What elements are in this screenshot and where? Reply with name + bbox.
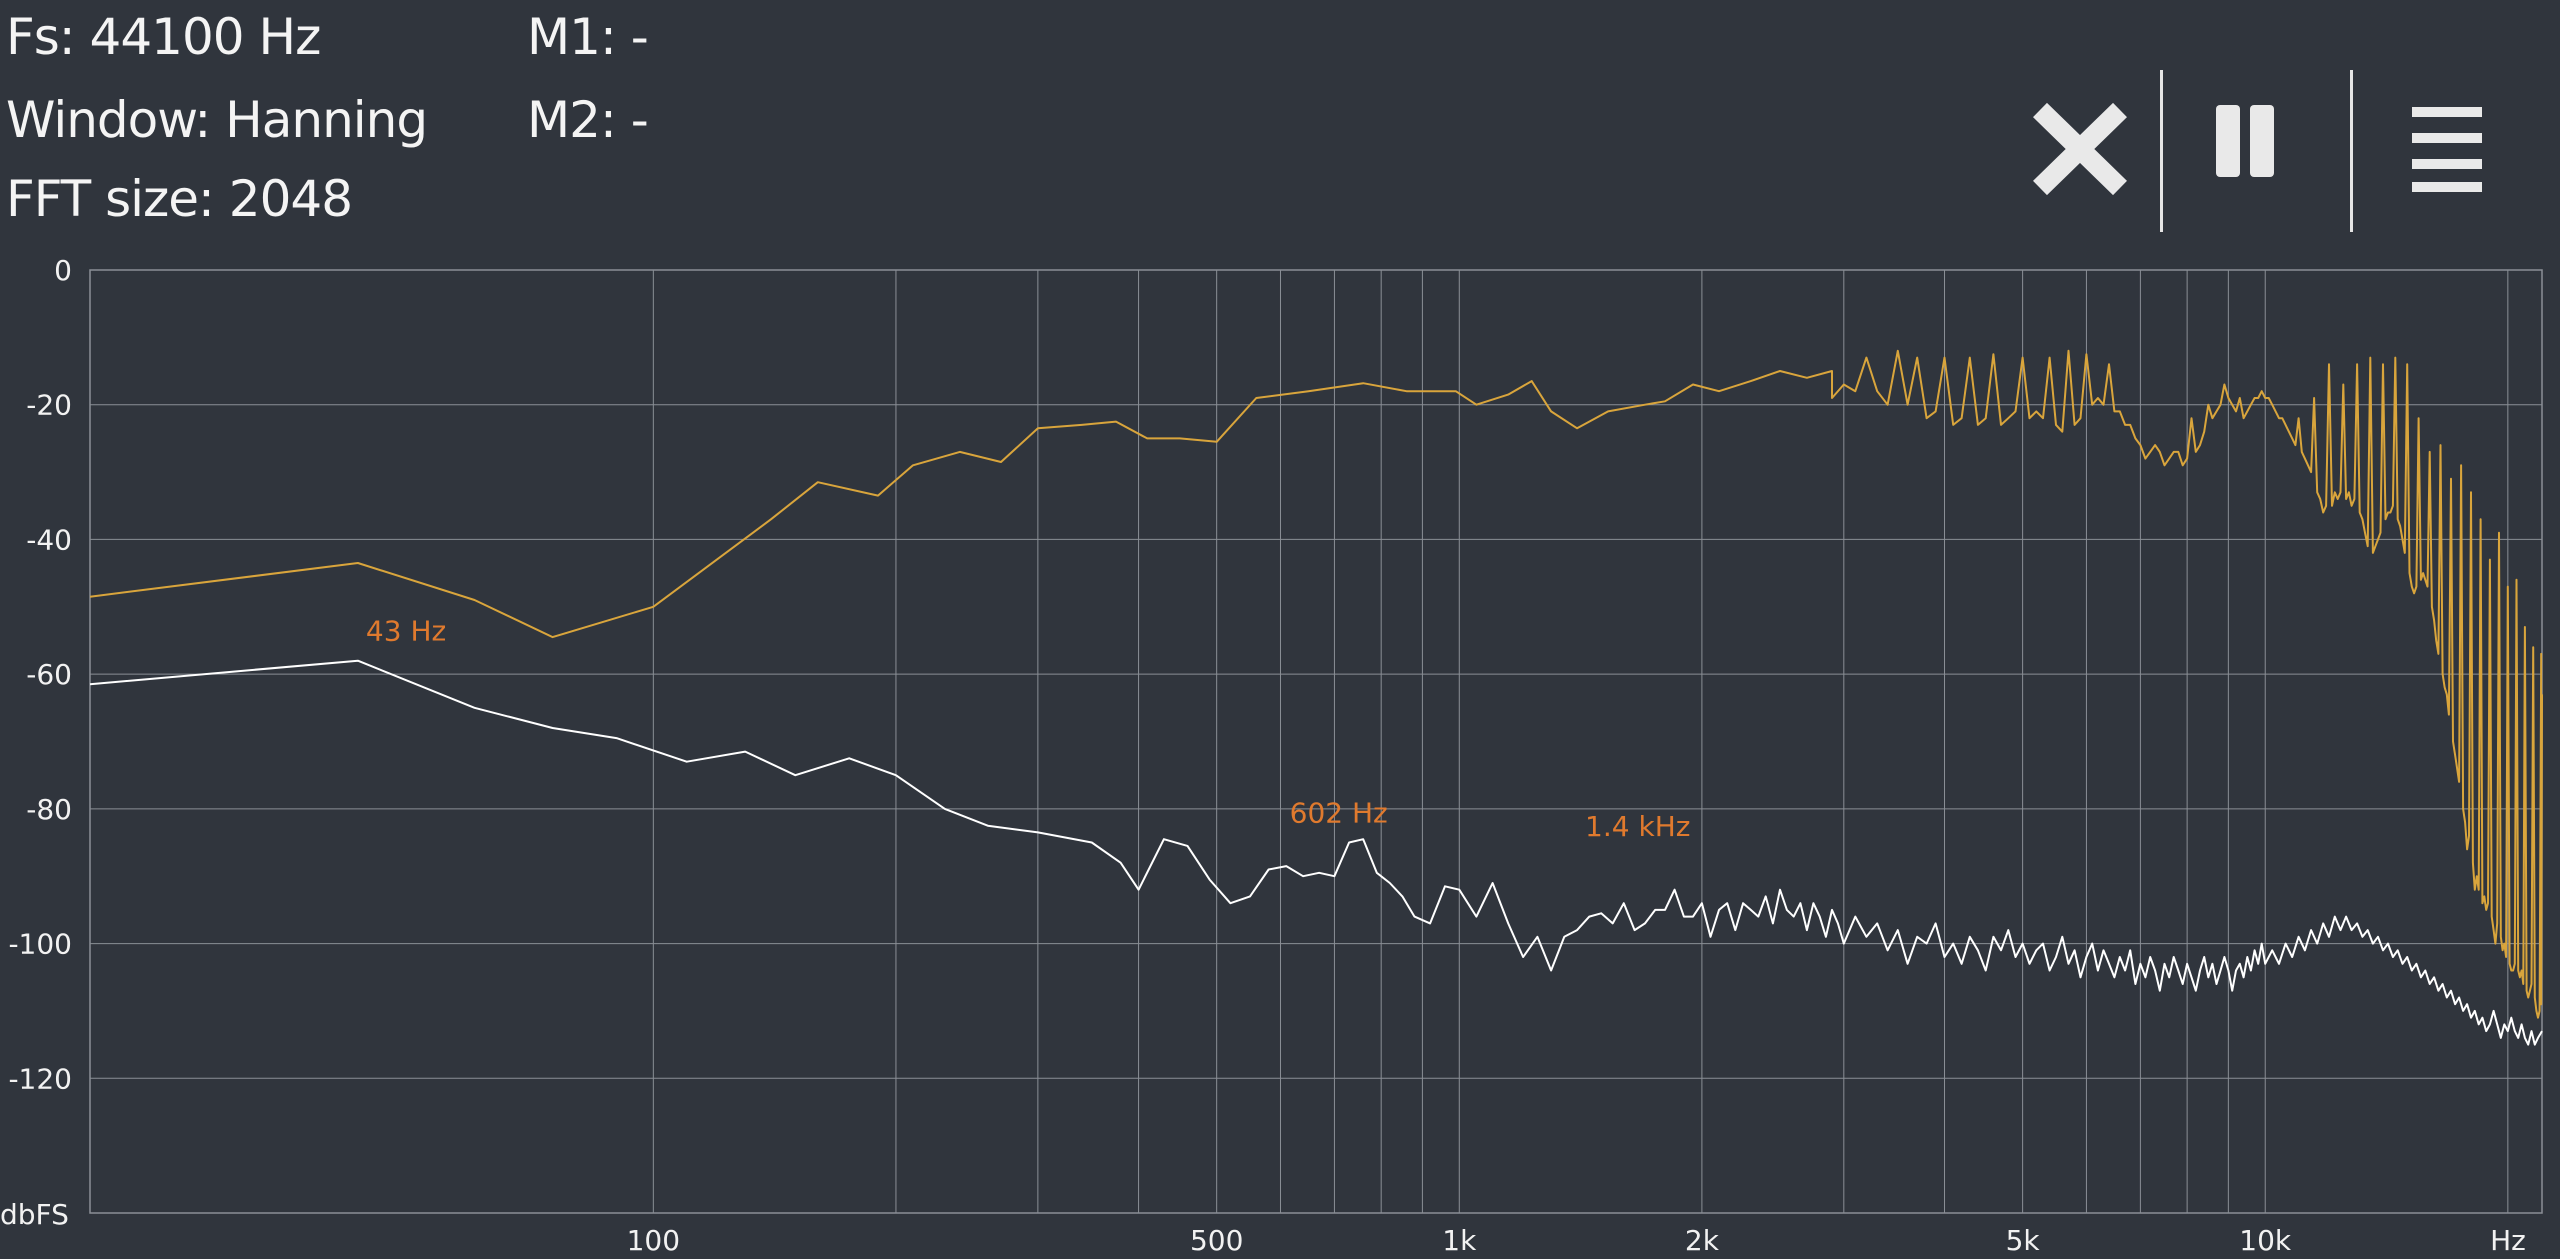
toolbar-divider <box>2160 70 2163 232</box>
pause-button[interactable] <box>2180 60 2340 225</box>
peak-marker-label: 1.4 kHz <box>1585 810 1690 843</box>
series-layer <box>89 349 2543 1046</box>
x-tick-label: Hz <box>2490 1224 2526 1257</box>
x-tick-label: 500 <box>1190 1224 1243 1257</box>
plot-frame <box>89 269 2543 1214</box>
marker-m1-label: M1: - <box>527 8 649 66</box>
window-label: Window: Hanning <box>6 91 428 149</box>
close-icon <box>2033 102 2127 196</box>
x-tick-label: 10k <box>2239 1224 2292 1257</box>
y-tick-label: -80 <box>26 793 72 826</box>
toolbar <box>0 0 2560 250</box>
x-tick-label: 2k <box>1685 1224 1720 1257</box>
x-tick-label: 100 <box>627 1224 680 1257</box>
y-tick-label: 0 <box>54 254 72 287</box>
marker-m2-label: M2: - <box>527 91 649 149</box>
y-tick-label: -20 <box>26 389 72 422</box>
x-tick-label: 5k <box>2006 1224 2041 1257</box>
y-tick-label: dbFS <box>0 1198 69 1231</box>
spectrum-line <box>89 349 2543 1019</box>
grid <box>89 269 2543 1214</box>
fft-size-label: FFT size: 2048 <box>6 170 353 228</box>
toolbar-divider <box>2350 70 2353 232</box>
y-tick-label: -40 <box>26 523 72 556</box>
y-tick-label: -120 <box>8 1062 72 1095</box>
peak-marker-label: 602 Hz <box>1290 797 1388 830</box>
y-tick-label: -100 <box>8 928 72 961</box>
pause-icon <box>2216 105 2274 177</box>
spectrum-line <box>89 659 2543 1046</box>
status-header: Fs: 44100 Hz Window: Hanning FFT size: 2… <box>0 0 2560 250</box>
labels: 0 -20 -40 -60 -80 -100 -120 dbFS 100 500 1k 2k 5k 10k… <box>0 254 2526 1257</box>
peak-marker-label: 43 Hz <box>366 615 446 648</box>
sample-rate-label: Fs: 44100 Hz <box>6 8 321 66</box>
close-button[interactable] <box>2000 60 2160 225</box>
x-tick-label: 1k <box>1442 1224 1477 1257</box>
menu-button[interactable] <box>2370 60 2530 225</box>
menu-icon <box>2412 107 2482 192</box>
y-tick-label: -60 <box>26 658 72 691</box>
